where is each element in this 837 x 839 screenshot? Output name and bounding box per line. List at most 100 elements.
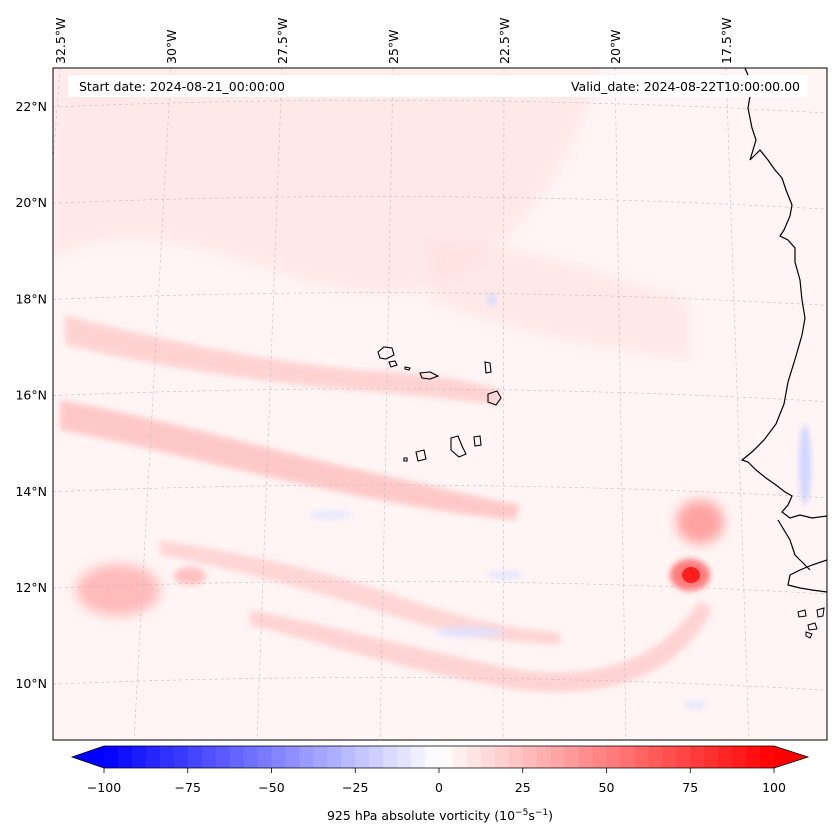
southern-vorticity-band	[160, 540, 560, 645]
coastal-negative-strip	[799, 425, 811, 505]
colorbar-tick-label: 75	[682, 780, 698, 795]
colorbar-cell	[327, 746, 342, 768]
island-outline	[377, 346, 395, 360]
colorbar-label-exponent: −5	[515, 808, 528, 818]
cape-verde-islands	[377, 346, 502, 462]
colorbar: −100 −75 −50 −25 0 25 50 75 100 925 hPa absolute…	[70, 745, 810, 823]
colorbar-cell	[243, 746, 258, 768]
bijagos-islands	[797, 607, 825, 639]
meridian-line	[502, 68, 505, 740]
colorbar-cell	[704, 746, 719, 768]
colorbar-label: 925 hPa absolute vorticity (10−5s−1)	[327, 808, 553, 823]
colorbar-cell	[746, 746, 761, 768]
colorbar-label-unit: s	[528, 808, 535, 823]
colorbar-cell	[466, 746, 482, 768]
colorbar-cell	[369, 746, 384, 768]
colorbar-cell	[508, 746, 524, 768]
colorbar-cell	[452, 746, 468, 768]
northern-vorticity-band	[65, 315, 500, 405]
colorbar-label-end: )	[548, 808, 553, 823]
colorbar-cell	[494, 746, 510, 768]
latitude-label: 22°N	[15, 99, 47, 114]
latitude-label: 20°N	[15, 195, 47, 210]
colorbar-cell	[522, 746, 538, 768]
western-vortex	[76, 564, 160, 616]
colorbar-tick-label: 50	[599, 780, 615, 795]
colorbar-cell	[341, 746, 356, 768]
colorbar-tick-label: −75	[175, 780, 201, 795]
colorbar-cells	[104, 746, 775, 768]
colorbar-tick-label: 100	[762, 780, 786, 795]
colorbar-cell	[257, 746, 272, 768]
negative-streak	[308, 510, 352, 520]
colorbar-cell	[592, 746, 607, 768]
colorbar-cell	[131, 746, 147, 768]
latitude-label: 10°N	[15, 676, 47, 691]
colorbar-cell	[215, 746, 231, 768]
colorbar-cell	[425, 746, 440, 768]
colorbar-cell	[159, 746, 175, 768]
longitude-label: 30°W	[164, 29, 179, 64]
latitude-label: 16°N	[15, 388, 47, 403]
island-outline	[797, 609, 807, 618]
colorbar-cell	[299, 746, 314, 768]
colorbar-cell	[271, 746, 286, 768]
colorbar-cell	[104, 746, 119, 768]
colorbar-tick-label: 25	[515, 780, 531, 795]
negative-spot	[683, 700, 707, 710]
island-outline	[403, 457, 408, 462]
african-coastline	[740, 68, 827, 519]
colorbar-cell	[564, 746, 579, 768]
parallel-line	[53, 677, 827, 691]
latitude-label: 12°N	[15, 580, 47, 595]
longitude-label: 22.5°W	[497, 18, 512, 64]
coastal-vortex-south	[682, 567, 700, 583]
colorbar-cell	[620, 746, 635, 768]
colorbar-cell	[229, 746, 244, 768]
date-info-box	[68, 75, 808, 97]
field-patch	[53, 70, 600, 295]
colorbar-cell	[662, 746, 677, 768]
longitude-label: 20°W	[608, 29, 623, 64]
colorbar-cell	[187, 746, 203, 768]
colorbar-cell	[411, 746, 426, 768]
meridian-line	[725, 68, 750, 740]
latitude-labels: 22°N 20°N 18°N 16°N 14°N 12°N 10°N	[15, 99, 47, 691]
colorbar-cell	[690, 746, 705, 768]
western-vortex-east	[174, 567, 206, 585]
island-outline	[484, 361, 492, 374]
colorbar-tick-label: −25	[342, 780, 368, 795]
parallel-line	[53, 292, 827, 306]
island-outline	[450, 435, 467, 458]
meridian-line	[614, 68, 627, 740]
longitude-labels: 32.5°W 30°W 27.5°W 25°W 22.5°W 20°W 17.5°W	[53, 18, 734, 64]
island-outline	[473, 435, 482, 447]
island-outline	[487, 390, 502, 406]
colorbar-label-main: 925 hPa absolute vorticity (10	[327, 808, 515, 823]
colorbar-cell	[313, 746, 328, 768]
colorbar-cell	[578, 746, 593, 768]
colorbar-cell	[718, 746, 733, 768]
negative-streak	[435, 626, 505, 638]
colorbar-cell	[760, 746, 775, 768]
parallel-line	[53, 99, 827, 114]
colorbar-cell	[383, 746, 398, 768]
field-patch	[430, 240, 690, 360]
colorbar-cell	[173, 746, 189, 768]
colorbar-ticks: −100 −75 −50 −25 0 25 50 75 100	[87, 768, 786, 795]
colorbar-cell	[550, 746, 566, 768]
colorbar-tick-label: −50	[258, 780, 284, 795]
parallel-line	[53, 196, 827, 210]
island-outline	[807, 622, 818, 631]
colorbar-cell	[439, 746, 454, 768]
coastal-vortex-north	[676, 500, 724, 544]
island-outline	[404, 366, 411, 371]
island-outline	[419, 371, 440, 380]
colorbar-cell	[285, 746, 300, 768]
colorbar-cell	[117, 746, 133, 768]
negative-streak	[487, 570, 523, 580]
graticule	[53, 68, 827, 740]
parallel-line	[53, 484, 827, 499]
longitude-label: 25°W	[386, 29, 401, 64]
